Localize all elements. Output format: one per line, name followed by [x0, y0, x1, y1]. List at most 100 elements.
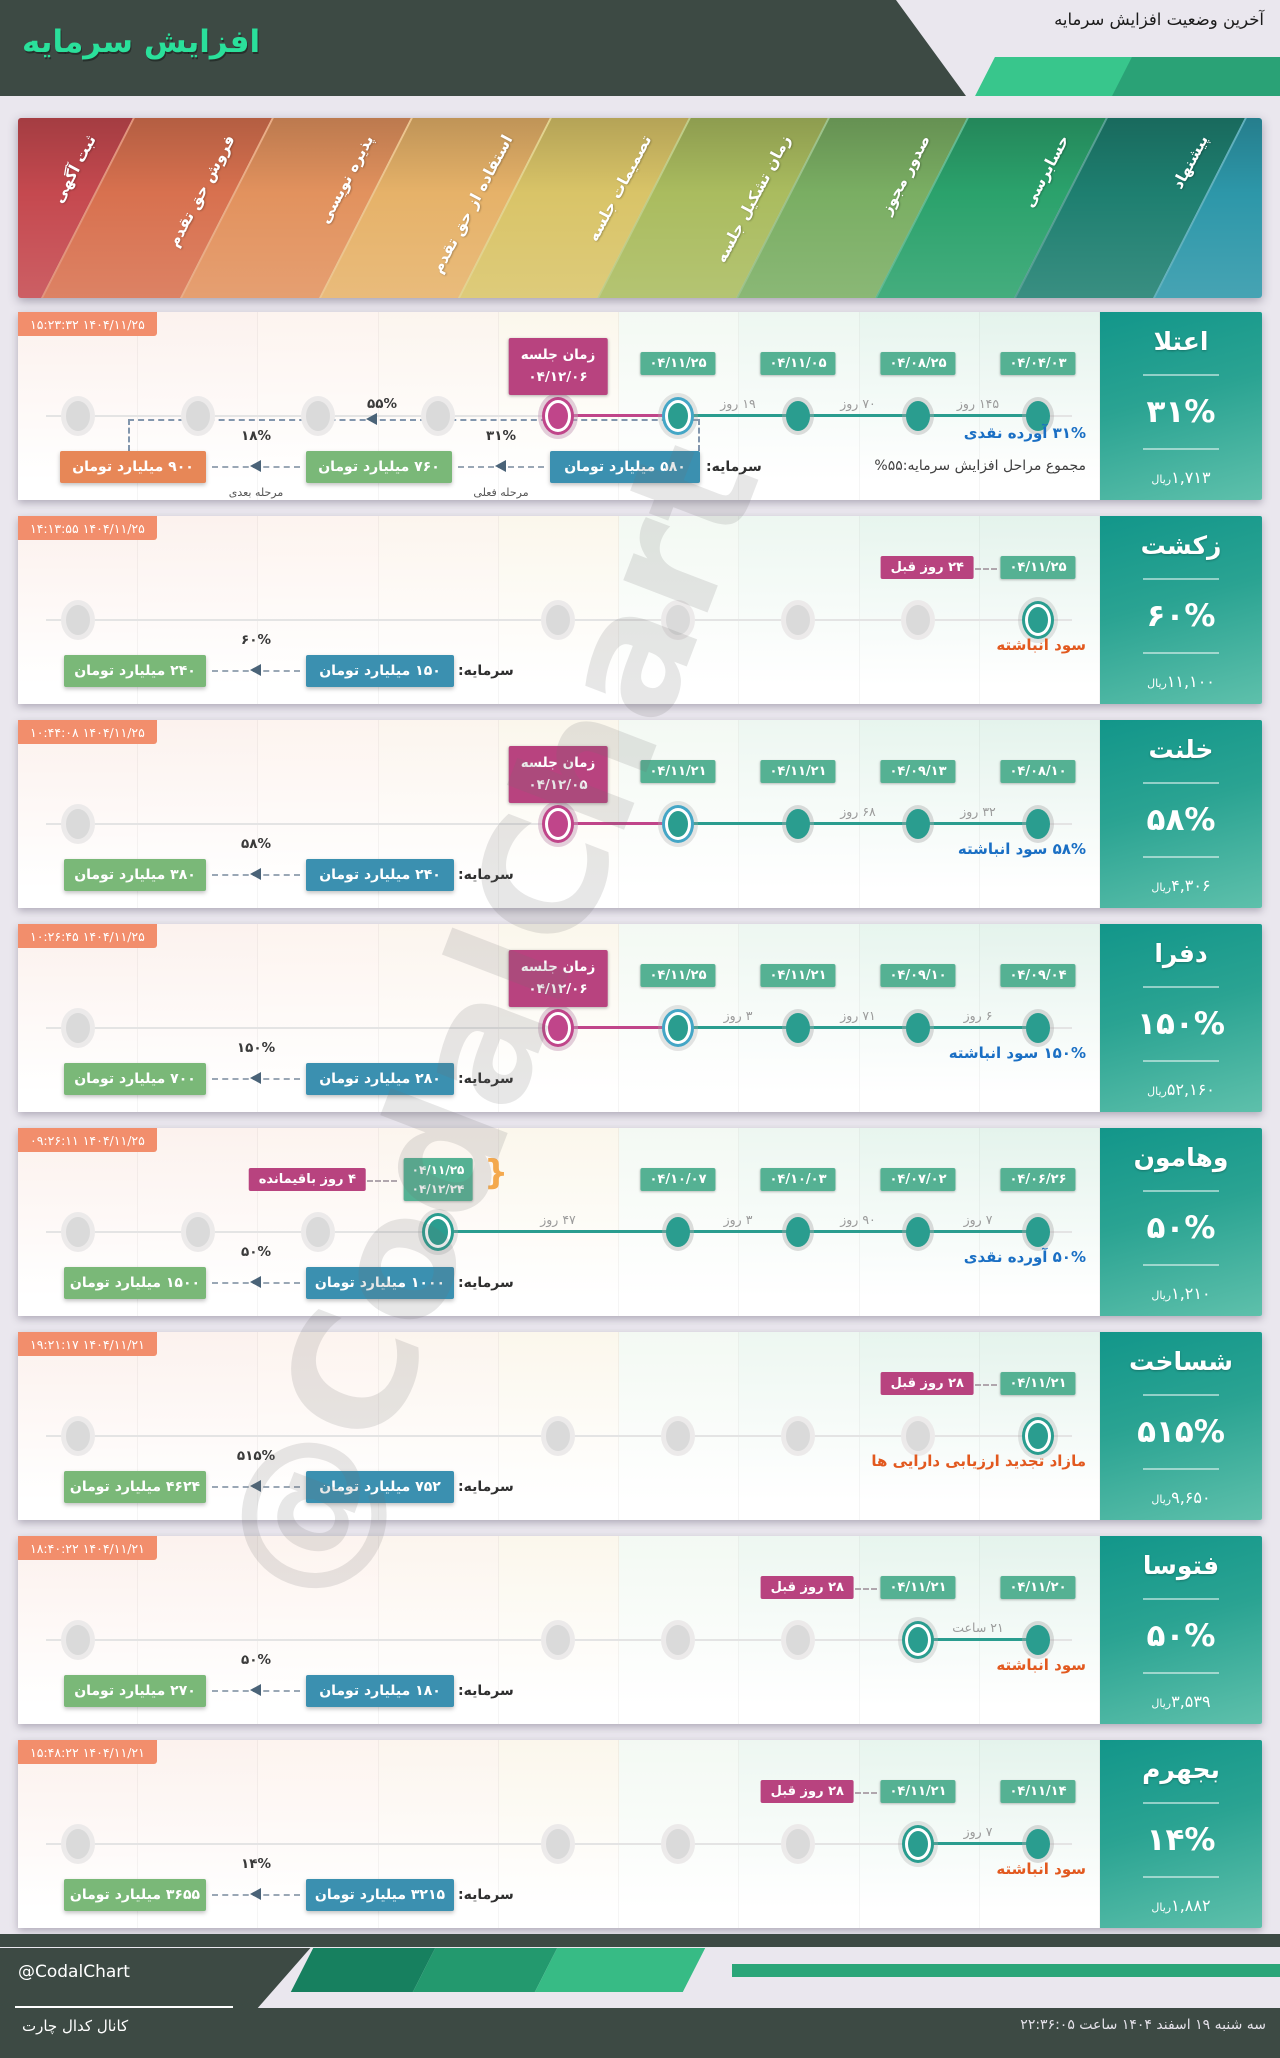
company-name: زکشت [1140, 531, 1222, 560]
timeline-circle-teal [1026, 401, 1050, 431]
divider [1143, 1394, 1219, 1396]
total-stages-note: مجموع مراحل افزایش سرمایه:۵۵% [874, 458, 1086, 474]
meeting-badge: زمان جلسه ۰۴/۱۲/۰۶ [508, 338, 608, 396]
date-badge: ۰۴/۰۶/۲۶ [1000, 1168, 1076, 1191]
timeline-circle-teal [1026, 809, 1050, 839]
timeline-circle-teal [786, 401, 810, 431]
date-badge: ۰۴/۱۱/۱۴ [1000, 1780, 1076, 1803]
timeline-circle-teal [1026, 1625, 1050, 1655]
timeline-segment [678, 822, 1038, 825]
date-badge: ۰۴/۱۱/۲۵ ۰۴/۱۲/۲۴ [403, 1158, 473, 1202]
date-badge: ۰۴/۰۷/۰۲ [880, 1168, 956, 1191]
date-badge: ۰۴/۰۴/۰۳ [1000, 352, 1076, 375]
timeline-circle-gray [66, 1013, 90, 1043]
card-timestamp-badge: ۱۴۰۴/۱۱/۲۵ ۱۵:۲۳:۳۲ [18, 312, 157, 336]
timeline-circle-teal [786, 1217, 810, 1247]
timeline-segment [918, 1638, 1038, 1641]
timeline-circle-gray [186, 401, 210, 431]
timeline-circle-gray [66, 1829, 90, 1859]
gap-days-label: ۱۹ روز [720, 396, 756, 411]
company-price: ۱,۸۸۲ریال [1151, 1896, 1211, 1915]
category-label: ۳۱% آورده نقدی [963, 424, 1086, 442]
gap-days-label: ۱۴۵ روز [956, 396, 1000, 411]
timeline-circle-gray [666, 1829, 690, 1859]
stage-label: پیشنهاد [1168, 132, 1212, 192]
timeline-circle-gray [786, 1421, 810, 1451]
date-badge: ۰۴/۱۰/۰۳ [760, 1168, 836, 1191]
timeline-circle-gray [546, 1829, 570, 1859]
ago-badge: ۲۸ روز قبل [760, 1780, 854, 1803]
timeline-circle-gray [906, 1421, 930, 1451]
capital-label: سرمایه: [458, 1071, 514, 1087]
divider [1143, 1060, 1219, 1062]
arrow-percent: ۱۸% [240, 428, 272, 444]
timeline-circle-gray [306, 401, 330, 431]
timeline-circle-magenta-ring [545, 400, 571, 432]
company-panel: فتوسا ۵۰% ۳,۵۳۹ریال [1100, 1536, 1262, 1724]
page-title: افزایش سرمایه [22, 24, 261, 60]
timeline-segment [678, 1026, 1038, 1029]
company-panel: بجهرم ۱۴% ۱,۸۸۲ریال [1100, 1740, 1262, 1928]
company-name: دفرا [1154, 939, 1208, 968]
timeline-segment [558, 822, 678, 825]
header-dark-band [0, 0, 966, 96]
meeting-badge: زمان جلسه ۰۴/۱۲/۰۶ [508, 950, 608, 1008]
arrow-percent: ۶۰% [240, 632, 272, 648]
amount-badge-orange: ۹۰۰ میلیارد تومان [60, 451, 206, 483]
date-badge: ۰۴/۱۱/۲۱ [1000, 1372, 1076, 1395]
category-label: ۵۰% آورده نقدی [963, 1248, 1086, 1266]
company-price: ۴,۳۰۶ریال [1151, 876, 1211, 895]
amount-badge-green: ۳۶۵۵ میلیارد تومان [64, 1879, 206, 1911]
amount-badge-green: ۱۵۰۰ میلیارد تومان [64, 1267, 206, 1299]
divider [1143, 856, 1219, 858]
company-name: فتوسا [1142, 1551, 1220, 1580]
company-name: اعتلا [1153, 327, 1209, 356]
capital-label: سرمایه: [458, 1275, 514, 1291]
header: افزایش سرمایه آخرین وضعیت افزایش سرمایه [0, 0, 1280, 96]
card-timestamp-badge: ۱۴۰۴/۱۱/۲۵ ۱۰:۲۶:۴۵ [18, 924, 157, 948]
amount-badge-blue: ۵۸۰ میلیارد تومان [550, 451, 700, 483]
company-percent: ۱۴% [1146, 1822, 1216, 1858]
timeline-circle-gray [666, 1625, 690, 1655]
timeline-circle-gray [66, 809, 90, 839]
footer-dark-polygon [0, 1948, 311, 2010]
divider [1143, 782, 1219, 784]
divider [1143, 986, 1219, 988]
ago-badge: ۲۸ روز قبل [880, 1372, 974, 1395]
stage-stripes: ثبت آگهی فروش حق تقدم پذیره نویسی استفاده ا… [18, 118, 1262, 298]
header-green-shape [975, 57, 1133, 96]
arrow-head-icon [250, 868, 261, 880]
company-card: ۱۴۰۴/۱۱/۲۵ ۱۵:۲۳:۳۲ ۰۴/۱۱/۲۵ ۰۴/۱۱/۰۵ ۰۴/۰۸… [18, 312, 1262, 500]
timeline-segment [678, 414, 1038, 417]
amount-badge-green: ۲۷۰ میلیارد تومان [64, 1675, 206, 1707]
company-card: ۱۴۰۴/۱۱/۲۵ ۰۹:۲۶:۱۱ ۰۴/۱۱/۲۵ ۰۴/۱۲/۲۴} ۰۴/۱… [18, 1128, 1262, 1316]
timeline-segment [558, 414, 678, 417]
timeline-circle-teal [786, 1013, 810, 1043]
arrow-head-icon [250, 1888, 261, 1900]
arrow-note: مرحله فعلی [473, 486, 529, 499]
timeline-circle-blue-ring [665, 808, 691, 840]
card-timestamp-badge: ۱۴۰۴/۱۱/۲۵ ۰۹:۲۶:۱۱ [18, 1128, 157, 1152]
divider [1143, 1190, 1219, 1192]
date-badge: ۰۴/۱۱/۲۵ [640, 964, 716, 987]
column-grid [18, 1740, 1100, 1928]
gap-days-label: ۲۱ ساعت [952, 1620, 1004, 1635]
timeline-circle-magenta-ring [545, 808, 571, 840]
capital-label: سرمایه: [458, 1683, 514, 1699]
company-panel: دفرا ۱۵۰% ۵۲,۱۶۰ریال [1100, 924, 1262, 1112]
arrow-head-icon [250, 1480, 261, 1492]
date-badge: ۰۴/۱۱/۲۱ [880, 1576, 956, 1599]
company-price: ۳,۵۳۹ریال [1151, 1692, 1211, 1711]
company-card: ۱۴۰۴/۱۱/۲۱ ۱۹:۲۱:۱۷ ۰۴/۱۱/۲۱ ۲۸ روز قبل ماز… [18, 1332, 1262, 1520]
timeline-segment [918, 1842, 1038, 1845]
timeline-circle-teal-ring [1025, 1420, 1051, 1452]
gap-days-label: ۴۷ روز [540, 1212, 576, 1227]
company-percent: ۵۰% [1146, 1210, 1216, 1246]
footer-dark-band [0, 2008, 1280, 2058]
arrow-percent: ۱۴% [240, 1856, 272, 1872]
divider [1143, 1876, 1219, 1878]
capital-label: سرمایه: [706, 459, 762, 475]
timeline-circle-gray [66, 401, 90, 431]
company-name: وهامون [1133, 1143, 1229, 1172]
